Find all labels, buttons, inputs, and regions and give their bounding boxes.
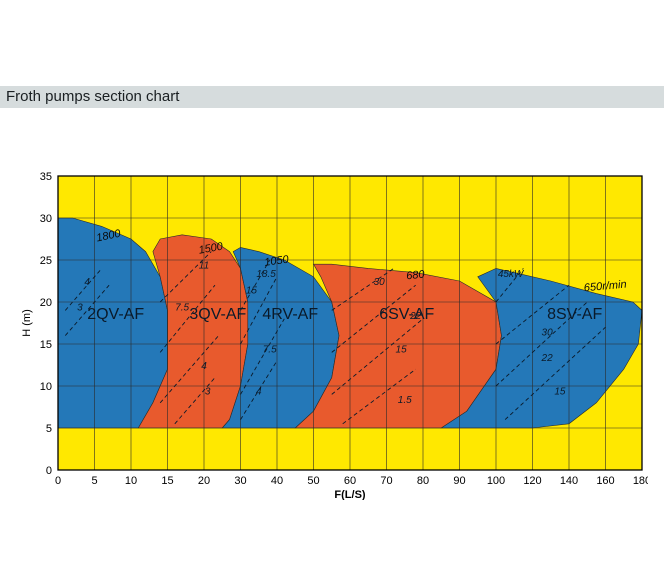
svg-text:7.5: 7.5 bbox=[175, 302, 189, 313]
svg-text:680: 680 bbox=[406, 268, 426, 282]
svg-text:5: 5 bbox=[91, 475, 97, 487]
svg-text:30: 30 bbox=[542, 328, 554, 339]
svg-text:120: 120 bbox=[523, 475, 541, 487]
svg-text:11: 11 bbox=[199, 260, 209, 271]
svg-text:4: 4 bbox=[201, 361, 207, 372]
svg-text:7.5: 7.5 bbox=[263, 344, 277, 355]
svg-text:20: 20 bbox=[198, 475, 210, 487]
svg-text:15: 15 bbox=[554, 386, 566, 397]
y-axis-label: H (m) bbox=[21, 309, 33, 337]
svg-text:15: 15 bbox=[246, 286, 258, 297]
svg-text:4: 4 bbox=[84, 277, 90, 288]
svg-text:20: 20 bbox=[40, 297, 52, 309]
svg-text:45kW: 45kW bbox=[498, 269, 525, 280]
svg-text:4: 4 bbox=[256, 386, 262, 397]
svg-text:30: 30 bbox=[234, 475, 246, 487]
svg-text:90: 90 bbox=[453, 475, 465, 487]
page-title: Froth pumps section chart bbox=[0, 86, 664, 108]
svg-text:15: 15 bbox=[396, 344, 408, 355]
svg-text:30: 30 bbox=[40, 213, 52, 225]
svg-text:100: 100 bbox=[487, 475, 505, 487]
svg-text:25: 25 bbox=[40, 255, 52, 267]
svg-text:3: 3 bbox=[77, 302, 83, 313]
x-axis-label: F(L/S) bbox=[334, 489, 365, 500]
svg-text:140: 140 bbox=[560, 475, 578, 487]
svg-text:0: 0 bbox=[55, 475, 61, 487]
svg-text:35: 35 bbox=[40, 171, 52, 183]
svg-text:10: 10 bbox=[40, 381, 52, 393]
svg-text:40: 40 bbox=[271, 475, 283, 487]
svg-text:60: 60 bbox=[344, 475, 356, 487]
region-label-6SV-AF: 6SV-AF bbox=[379, 306, 434, 323]
svg-text:10: 10 bbox=[125, 475, 137, 487]
svg-text:22: 22 bbox=[541, 353, 554, 364]
svg-text:5: 5 bbox=[46, 423, 52, 435]
region-label-4RV-AF: 4RV-AF bbox=[262, 306, 318, 323]
pump-selection-chart: 43117.54318.5157.543022151.545kW3022152Q… bbox=[18, 170, 648, 505]
region-label-2QV-AF: 2QV-AF bbox=[87, 306, 144, 323]
svg-text:3: 3 bbox=[205, 386, 211, 397]
svg-text:15: 15 bbox=[40, 339, 52, 351]
svg-text:18.5: 18.5 bbox=[256, 269, 276, 280]
svg-text:50: 50 bbox=[307, 475, 319, 487]
svg-text:15: 15 bbox=[161, 475, 173, 487]
svg-text:70: 70 bbox=[380, 475, 392, 487]
svg-text:180: 180 bbox=[633, 475, 648, 487]
region-label-3QV-AF: 3QV-AF bbox=[189, 306, 246, 323]
svg-text:30: 30 bbox=[374, 277, 386, 288]
svg-text:80: 80 bbox=[417, 475, 429, 487]
chart-svg: 43117.54318.5157.543022151.545kW3022152Q… bbox=[18, 170, 648, 500]
svg-text:0: 0 bbox=[46, 465, 52, 477]
svg-text:160: 160 bbox=[596, 475, 614, 487]
svg-text:1.5: 1.5 bbox=[398, 395, 412, 406]
region-label-8SV-AF: 8SV-AF bbox=[547, 306, 602, 323]
